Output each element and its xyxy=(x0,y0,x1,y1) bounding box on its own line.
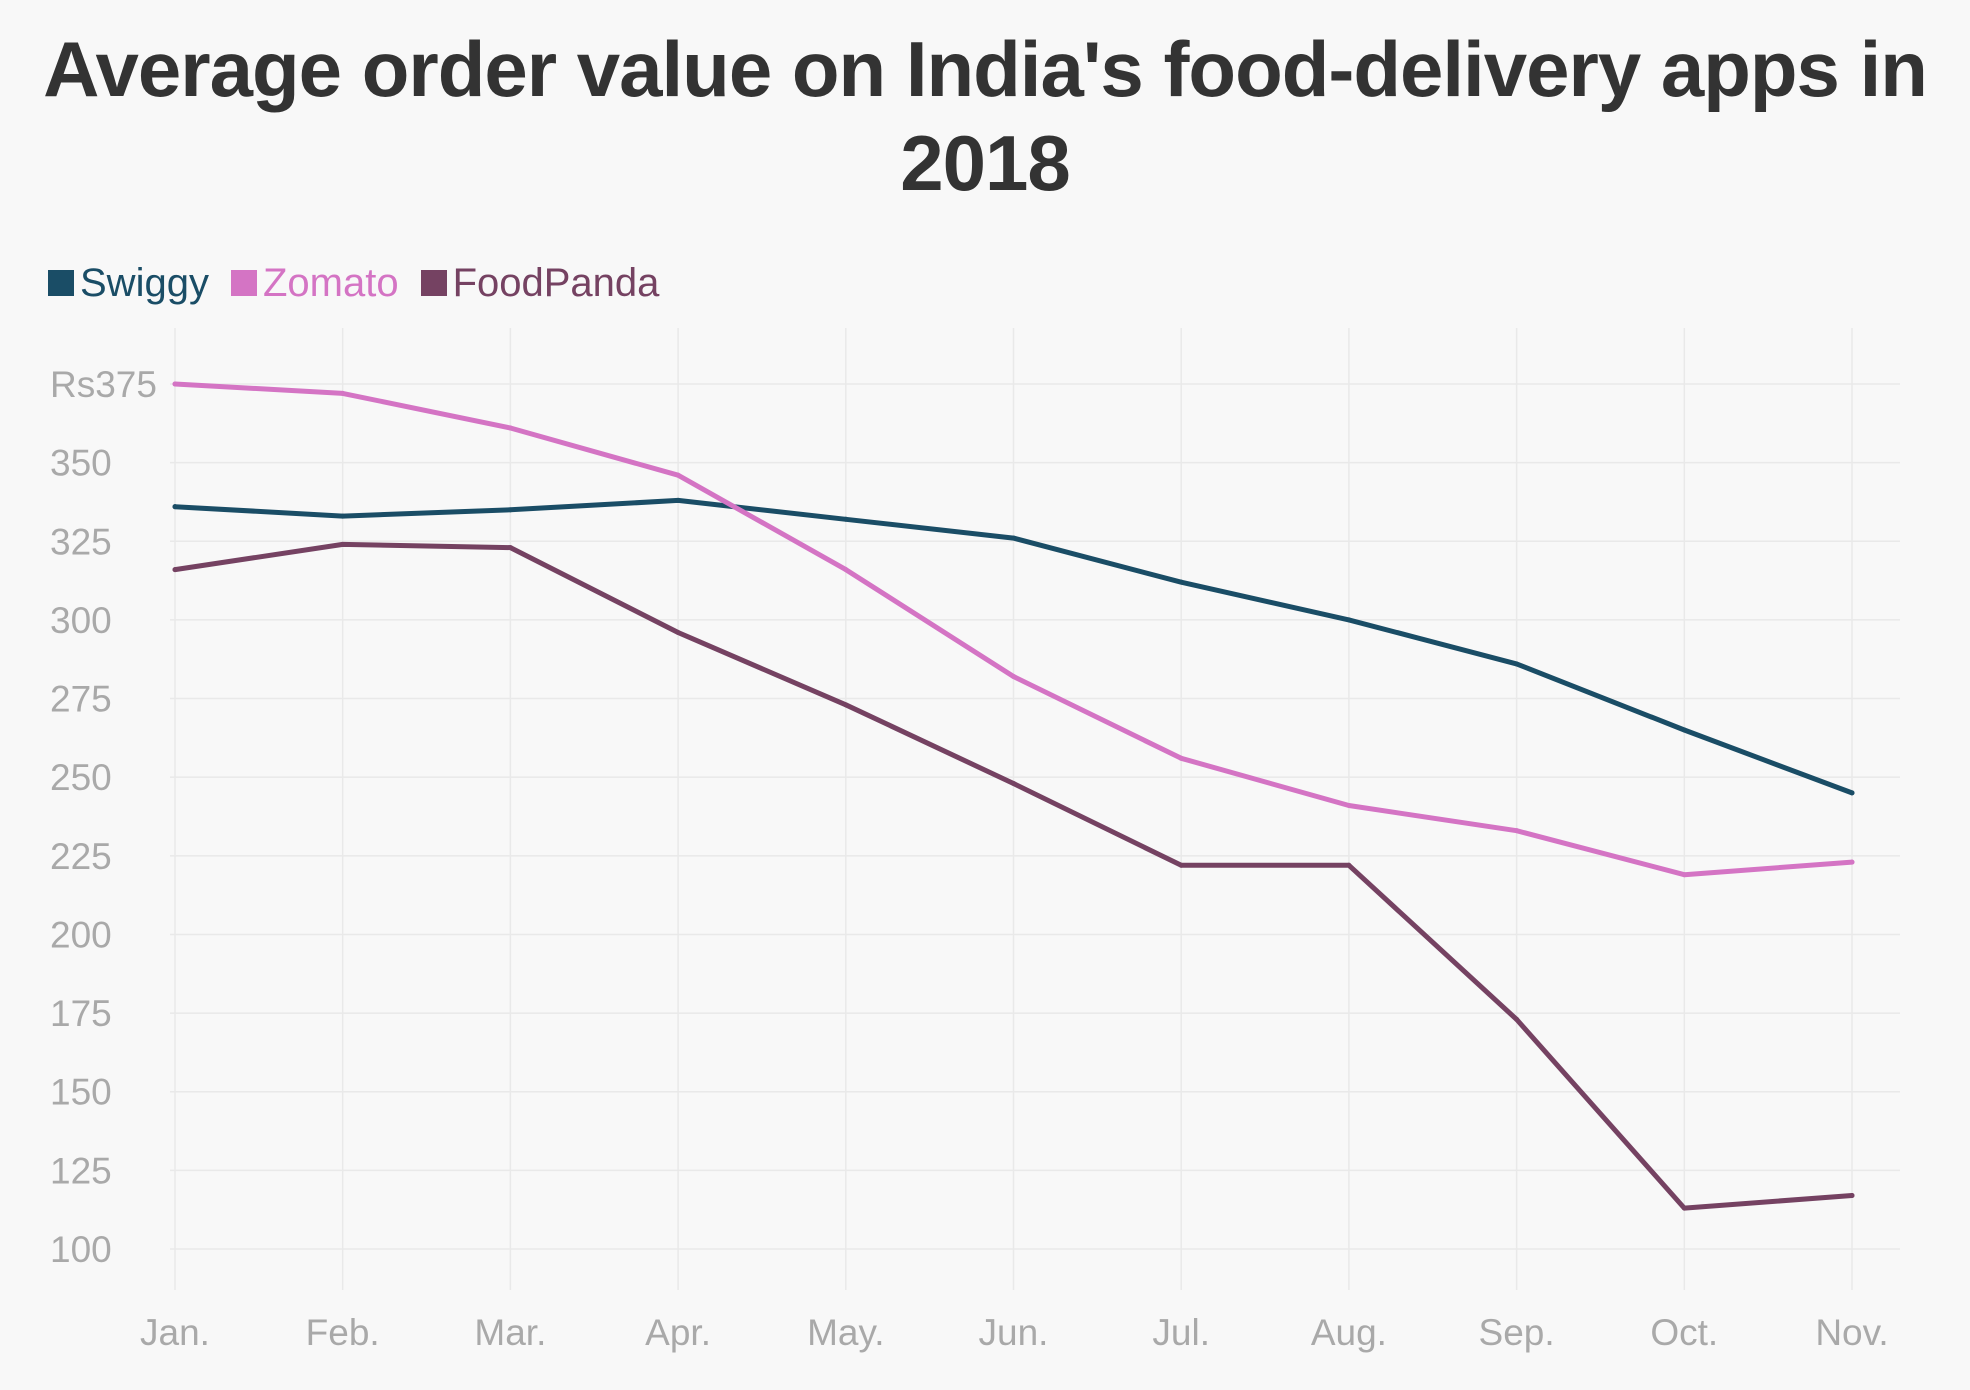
data-point-zomato xyxy=(1681,872,1687,878)
series-lines xyxy=(172,381,1855,1211)
x-tick-label: Apr. xyxy=(645,1312,711,1353)
data-point-swiggy xyxy=(1849,790,1855,796)
data-point-zomato xyxy=(1514,828,1520,834)
data-point-zomato xyxy=(675,472,681,478)
data-point-foodpanda xyxy=(340,541,346,547)
data-point-zomato xyxy=(507,425,513,431)
y-tick-label: 350 xyxy=(50,443,112,484)
x-axis-ticks: Jan. Feb. Mar. Apr. May. Jun. Jul. Aug. Sep. Oct.… xyxy=(140,1312,1889,1353)
y-tick-label: 150 xyxy=(50,1072,112,1113)
x-tick-label: May. xyxy=(807,1312,884,1353)
data-point-zomato xyxy=(843,567,849,573)
x-tick-label: Sep. xyxy=(1479,1312,1555,1353)
y-tick-label: 275 xyxy=(50,679,112,720)
data-point-foodpanda xyxy=(1178,862,1184,868)
data-point-swiggy xyxy=(1178,579,1184,585)
x-tick-label: Jan. xyxy=(140,1312,210,1353)
data-point-foodpanda xyxy=(843,702,849,708)
data-point-foodpanda xyxy=(507,545,513,551)
data-point-zomato xyxy=(1346,802,1352,808)
data-point-foodpanda xyxy=(1849,1193,1855,1199)
legend-label: Zomato xyxy=(262,260,399,305)
data-point-zomato xyxy=(1849,859,1855,865)
x-tick-label: Aug. xyxy=(1311,1312,1387,1353)
data-point-foodpanda xyxy=(675,629,681,635)
legend-label: FoodPanda xyxy=(452,260,660,305)
x-tick-label: Mar. xyxy=(474,1312,546,1353)
data-point-zomato xyxy=(172,381,178,387)
y-tick-label: 300 xyxy=(50,600,112,641)
data-point-swiggy xyxy=(1514,661,1520,667)
y-tick-label: 250 xyxy=(50,757,112,798)
x-tick-label: Jul. xyxy=(1152,1312,1210,1353)
y-tick-label: 100 xyxy=(50,1229,112,1270)
data-point-zomato xyxy=(1178,755,1184,761)
data-point-swiggy xyxy=(1346,617,1352,623)
x-tick-label: Nov. xyxy=(1815,1312,1888,1353)
y-axis-ticks: 100 125 150 175 200 225 250 275 300 325 350 Rs375 xyxy=(50,364,157,1270)
data-point-swiggy xyxy=(1011,535,1016,541)
y-tick-label: Rs375 xyxy=(50,364,157,405)
legend-item-zomato: Zomato xyxy=(230,260,399,306)
legend-label: Swiggy xyxy=(80,260,209,305)
data-point-zomato xyxy=(340,390,346,396)
data-point-foodpanda xyxy=(1346,862,1352,868)
y-tick-label: 175 xyxy=(50,993,112,1034)
legend-item-foodpanda: FoodPanda xyxy=(420,260,660,306)
legend: Swiggy Zomato FoodPanda xyxy=(48,258,681,308)
data-point-swiggy xyxy=(507,507,513,513)
x-tick-label: Feb. xyxy=(306,1312,380,1353)
grid xyxy=(170,328,1900,1290)
data-point-foodpanda xyxy=(1011,780,1016,786)
legend-swatch xyxy=(420,270,447,296)
legend-item-swiggy: Swiggy xyxy=(48,261,209,306)
y-tick-label: 125 xyxy=(50,1150,112,1191)
chart-title: Average order value on India's food-deli… xyxy=(43,25,1928,207)
y-tick-label: 200 xyxy=(50,914,112,955)
x-tick-label: Jun. xyxy=(979,1312,1049,1353)
legend-swatch xyxy=(48,270,74,296)
data-point-zomato xyxy=(1011,674,1016,680)
y-tick-label: 225 xyxy=(50,836,112,877)
data-point-swiggy xyxy=(1681,727,1687,733)
x-tick-label: Oct. xyxy=(1650,1312,1718,1353)
data-point-swiggy xyxy=(172,504,178,510)
data-point-foodpanda xyxy=(172,567,178,573)
data-point-swiggy xyxy=(843,516,849,522)
legend-swatch xyxy=(230,270,257,296)
y-tick-label: 325 xyxy=(50,521,112,562)
data-point-foodpanda xyxy=(1514,1016,1520,1022)
data-point-swiggy xyxy=(675,497,681,503)
data-point-swiggy xyxy=(340,513,346,519)
data-point-foodpanda xyxy=(1681,1205,1687,1211)
